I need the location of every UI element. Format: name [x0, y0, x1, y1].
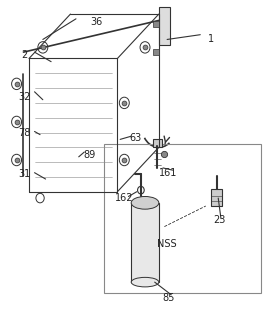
Text: 23: 23 [213, 215, 226, 225]
Bar [159, 7, 170, 45]
Bar [131, 203, 159, 282]
Text: 162: 162 [115, 193, 134, 203]
Text: 78: 78 [19, 128, 31, 138]
Text: 85: 85 [162, 293, 175, 303]
Ellipse shape [131, 196, 159, 209]
Text: NSS: NSS [157, 239, 177, 249]
Text: 36: 36 [91, 17, 103, 27]
Ellipse shape [131, 277, 159, 287]
Text: 89: 89 [84, 150, 96, 160]
Text: 63: 63 [129, 133, 141, 143]
Bar [211, 188, 222, 206]
Bar [104, 144, 261, 293]
Text: 1: 1 [208, 35, 214, 44]
Text: 161: 161 [159, 168, 178, 178]
Text: 31: 31 [19, 169, 31, 179]
Text: 32: 32 [19, 92, 31, 101]
Text: 2: 2 [22, 50, 28, 60]
Bar [153, 140, 162, 147]
